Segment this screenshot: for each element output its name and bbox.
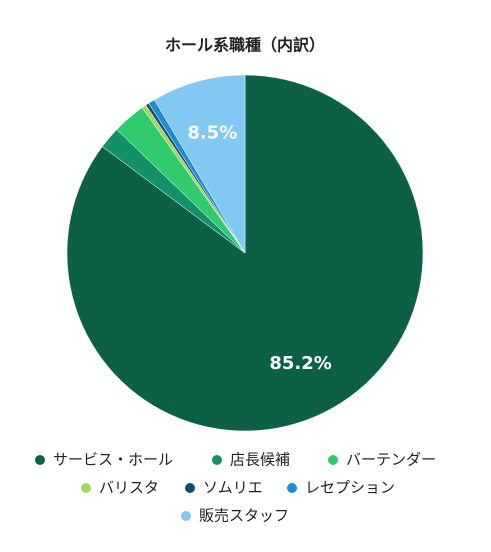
legend-marker — [35, 455, 45, 465]
legend-marker — [185, 483, 195, 493]
legend-marker — [328, 455, 338, 465]
legend-label: ソムリエ — [203, 479, 263, 497]
legend-marker — [181, 511, 191, 521]
data-label: 8.5% — [187, 122, 237, 143]
legend-marker — [81, 483, 91, 493]
chart-title: ホール系職種（内訳） — [165, 36, 325, 55]
legend-label: レセプション — [305, 479, 395, 497]
legend-marker — [212, 455, 222, 465]
legend-label: バリスタ — [99, 479, 159, 497]
data-label: 85.2% — [269, 353, 331, 374]
legend-label: 販売スタッフ — [199, 507, 289, 525]
pie-slice — [154, 74, 246, 254]
legend-marker — [287, 483, 297, 493]
legend-label: バーテンダー — [346, 451, 436, 469]
legend-label: 店長候補 — [230, 451, 290, 469]
legend-label: サービス・ホール — [53, 451, 173, 469]
